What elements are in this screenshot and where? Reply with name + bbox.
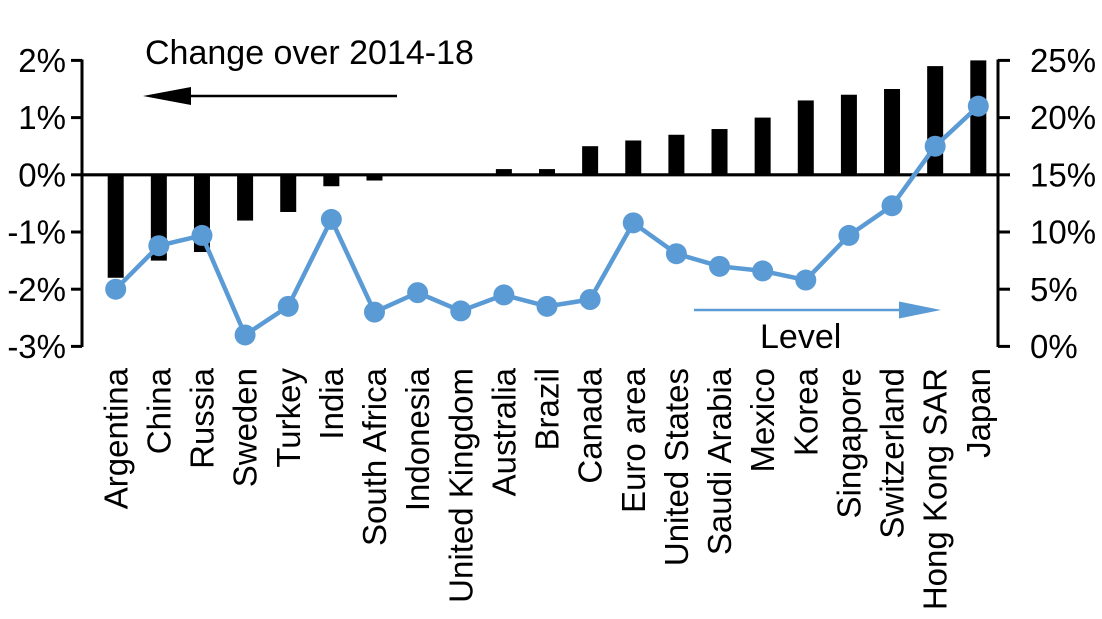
data-point-singapore: [838, 224, 860, 246]
bar-singapore: [840, 94, 857, 175]
bar-euro-area: [625, 140, 642, 175]
category-label: Saudi Arabia: [701, 367, 738, 555]
category-label: India: [313, 367, 350, 439]
right-axis-tick-label: 5%: [1030, 271, 1078, 308]
category-label: South Africa: [356, 367, 393, 546]
category-axis-labels: Argentina China Russia Sweden Turkey India Sou…: [97, 367, 997, 610]
left-axis: 2% 1% 0% -1% -2% -3%: [7, 42, 84, 365]
bar-brazil: [539, 169, 555, 175]
left-arrowhead-icon: [143, 87, 191, 105]
line-series: [105, 95, 989, 346]
data-point-united-kingdom: [450, 300, 472, 322]
right-axis-tick-label: 25%: [1030, 42, 1096, 79]
data-point-russia: [191, 224, 213, 246]
right-axis-tick-label: 0%: [1030, 328, 1078, 365]
data-point-euro-area: [622, 212, 644, 234]
category-label: Singapore: [830, 368, 867, 518]
data-point-brazil: [536, 295, 558, 317]
right-axis: 25% 20% 15% 10% 5% 0%: [996, 42, 1096, 365]
line-series-arrow: [694, 301, 941, 319]
category-label: Turkey: [270, 368, 307, 468]
category-label: Brazil: [529, 368, 566, 451]
bar-saudi-arabia: [711, 129, 728, 175]
category-label: Switzerland: [874, 368, 911, 539]
data-point-australia: [493, 284, 515, 306]
category-label: China: [140, 367, 177, 454]
category-label: Sweden: [227, 368, 264, 487]
category-label: Hong Kong SAR: [917, 368, 954, 610]
bar-argentina: [107, 174, 124, 278]
bar-mexico: [754, 117, 771, 175]
data-point-canada: [579, 288, 601, 310]
bar-japan: [970, 60, 987, 175]
data-point-turkey: [277, 295, 299, 317]
data-point-switzerland: [881, 195, 903, 217]
bar-hong-kong-sar: [927, 66, 944, 175]
bar-switzerland: [884, 89, 901, 175]
data-point-sweden: [234, 324, 256, 346]
category-label: Indonesia: [399, 367, 436, 511]
data-point-hong-kong-sar: [924, 135, 946, 157]
data-point-south-africa: [363, 301, 385, 323]
right-arrowhead-icon: [899, 301, 941, 319]
data-point-india: [320, 208, 342, 230]
left-axis-tick-label: -2%: [7, 271, 66, 308]
bar-canada: [582, 146, 599, 175]
right-axis-tick-label: 10%: [1030, 214, 1096, 251]
category-label: United Kingdom: [442, 368, 479, 603]
data-point-saudi-arabia: [709, 255, 731, 277]
category-label: Mexico: [744, 368, 781, 473]
bar-india: [323, 174, 340, 187]
category-label: Euro area: [615, 367, 652, 513]
left-axis-tick-label: -1%: [7, 214, 66, 251]
bar-korea: [797, 100, 814, 175]
bar-south-africa: [366, 174, 383, 181]
category-label: Australia: [485, 367, 522, 496]
left-axis-tick-label: 1%: [18, 99, 66, 136]
bar-sweden: [237, 174, 254, 221]
bar-turkey: [280, 174, 297, 212]
category-label: United States: [658, 368, 695, 566]
bar-series-label: Change over 2014-18: [145, 34, 474, 72]
left-axis-tick-label: 2%: [18, 42, 66, 79]
bar-australia: [495, 169, 512, 175]
data-point-korea: [795, 269, 817, 291]
data-point-united-states: [665, 243, 687, 265]
data-point-argentina: [105, 278, 127, 300]
category-label: Japan: [960, 368, 997, 458]
bar-series: [107, 60, 987, 278]
category-label: Canada: [572, 367, 609, 483]
category-label: Russia: [184, 367, 221, 469]
left-axis-tick-label: -3%: [7, 328, 66, 365]
data-point-mexico: [752, 260, 774, 282]
left-axis-tick-label: 0%: [18, 156, 66, 193]
line-series-label: Level: [760, 318, 841, 356]
category-label: Korea: [787, 367, 824, 456]
bar-united-states: [668, 134, 685, 175]
data-point-china: [148, 235, 170, 257]
right-axis-tick-label: 20%: [1030, 99, 1096, 136]
bar-series-arrow: [143, 87, 397, 105]
category-label: Argentina: [97, 367, 134, 509]
data-point-japan: [967, 95, 989, 117]
right-axis-tick-label: 15%: [1030, 156, 1096, 193]
data-point-indonesia: [407, 282, 429, 304]
